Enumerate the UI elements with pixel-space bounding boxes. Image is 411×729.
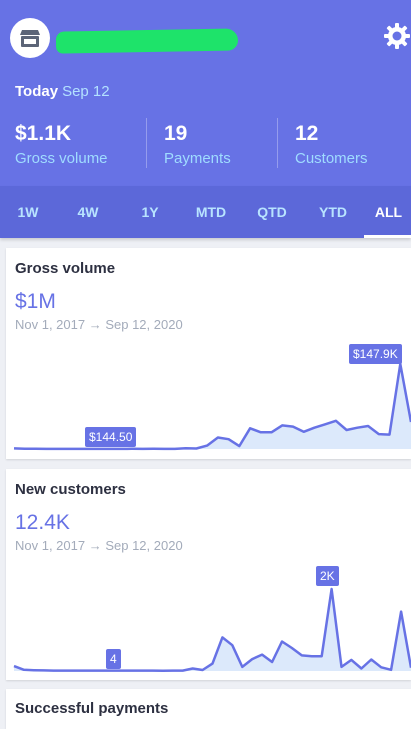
card-title: Gross volume xyxy=(15,260,116,277)
card-date-range: Nov 1, 2017 → Sep 12, 2020 xyxy=(15,317,183,332)
chart-high-label: $147.9K xyxy=(349,344,402,364)
stat-label: Customers xyxy=(295,150,368,167)
divider xyxy=(146,118,147,168)
tab-1w[interactable]: 1W xyxy=(17,204,39,220)
account-header: Today Sep 12 $1.1K Gross volume 19 Paymen… xyxy=(0,0,411,186)
new-customers-chart[interactable] xyxy=(6,559,411,680)
chart-area-fill xyxy=(14,364,411,449)
period-tabs: 1W 4W 1Y MTD QTD YTD ALL xyxy=(0,186,411,238)
today-date: Sep 12 xyxy=(62,83,110,100)
tab-1y[interactable]: 1Y xyxy=(141,204,159,220)
chart-area-fill xyxy=(14,589,411,671)
today-label: Today Sep 12 xyxy=(15,83,110,100)
stat-label: Gross volume xyxy=(15,150,108,167)
stat-value: 19 xyxy=(164,122,188,145)
tab-4w[interactable]: 4W xyxy=(77,204,99,220)
card-value: $1M xyxy=(15,290,56,313)
redacted-account-name xyxy=(55,28,239,54)
stat-value: 12 xyxy=(295,122,319,145)
gross-volume-card[interactable]: Gross volume $1M Nov 1, 2017 → Sep 12, 2… xyxy=(6,248,411,459)
divider xyxy=(277,118,278,168)
chart-series-line xyxy=(13,587,411,673)
chart-low-label: 4 xyxy=(106,649,121,669)
gross-volume-chart[interactable] xyxy=(6,338,411,459)
today-text: Today xyxy=(15,83,59,100)
stat-value: $1.1K xyxy=(15,122,72,145)
chart-high-label: 2K xyxy=(316,566,339,586)
chart-series-line xyxy=(13,362,411,451)
stat-customers[interactable]: 12 Customers xyxy=(295,122,368,167)
chart-low-label: $144.50 xyxy=(85,427,137,447)
stat-label: Payments xyxy=(164,150,231,167)
stat-gross-volume[interactable]: $1.1K Gross volume xyxy=(15,122,108,167)
tab-qtd[interactable]: QTD xyxy=(257,204,287,220)
tab-ytd[interactable]: YTD xyxy=(319,204,347,220)
gear-icon[interactable] xyxy=(383,22,411,50)
store-icon xyxy=(20,30,40,47)
card-title: New customers xyxy=(15,481,126,498)
card-date-range: Nov 1, 2017 → Sep 12, 2020 xyxy=(15,538,183,553)
successful-payments-card[interactable]: Successful payments xyxy=(6,689,411,729)
tab-all[interactable]: ALL xyxy=(374,204,403,220)
card-value: 12.4K xyxy=(15,511,70,534)
card-title: Successful payments xyxy=(15,700,169,717)
tab-mtd[interactable]: MTD xyxy=(195,204,227,220)
stat-payments[interactable]: 19 Payments xyxy=(164,122,231,167)
new-customers-card[interactable]: New customers 12.4K Nov 1, 2017 → Sep 12… xyxy=(6,469,411,680)
account-avatar[interactable] xyxy=(10,18,50,58)
active-tab-indicator xyxy=(364,235,411,238)
